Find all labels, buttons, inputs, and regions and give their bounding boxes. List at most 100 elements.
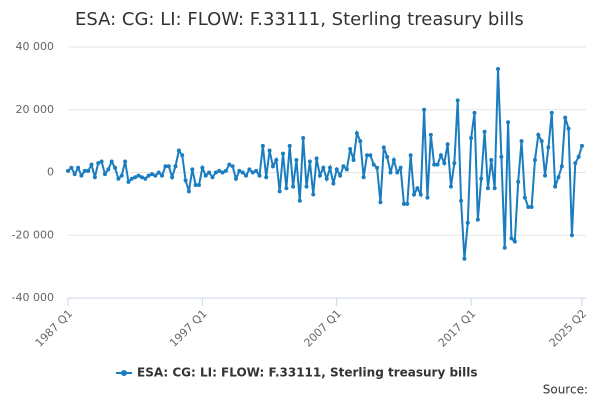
data-point [563,115,568,120]
data-point [452,161,457,166]
data-point [76,165,81,170]
data-point [378,200,383,205]
data-point [509,236,514,241]
data-point [153,173,158,178]
data-point [270,164,275,169]
data-point [176,148,181,153]
x-tick-label: 1987 Q1 [33,307,76,350]
data-point [522,195,527,200]
source: Source: [543,383,588,397]
data-point [230,164,235,169]
data-point [482,129,487,134]
data-point [89,162,94,167]
data-point [223,168,228,173]
data-point [385,154,390,159]
data-point [398,165,403,170]
data-point [354,131,359,136]
data-point [485,186,490,191]
data-point [72,172,77,177]
data-point [257,173,262,178]
data-point [401,201,406,206]
data-point [391,157,396,162]
data-point [301,135,306,140]
data-point [284,186,289,191]
data-point [294,157,299,162]
data-point [435,162,440,167]
data-point [146,173,151,178]
y-tick-label: 40 000 [16,40,55,53]
data-point [425,195,430,200]
data-point [213,170,218,175]
data-point [197,183,202,188]
data-point [250,170,255,175]
data-point [536,132,541,137]
data-point [543,173,548,178]
data-point [173,164,178,169]
data-point [274,157,279,162]
legend-label: ESA: CG: LI: FLOW: F.33111, Sterling tre… [137,366,478,380]
data-point [351,157,356,162]
data-point [217,168,222,173]
data-point [324,176,329,181]
data-point [395,170,400,175]
data-point [166,164,171,169]
data-point [405,201,410,206]
data-point [82,168,87,173]
data-point [371,162,376,167]
data-point [442,161,447,166]
data-point [506,120,511,125]
data-point [233,176,238,181]
data-point [116,176,121,181]
data-point [472,110,477,115]
data-point [149,172,154,177]
data-point [532,157,537,162]
data-point [580,143,584,148]
data-point [553,184,558,189]
data-point [139,175,144,180]
data-point [79,173,84,178]
data-point [220,170,225,175]
data-point [576,154,581,159]
data-point [519,139,524,144]
data-point [129,176,134,181]
data-point [516,179,521,184]
data-point [133,175,138,180]
data-point [344,167,349,172]
x-tick-label: 2007 Q1 [301,307,344,350]
data-point [348,146,353,151]
data-point [119,173,124,178]
data-point [375,165,380,170]
data-point [123,159,128,164]
x-tick-label: 2025 Q2 [547,307,590,350]
data-point [512,239,517,244]
data-point [422,107,427,112]
data-point [297,198,302,203]
data-point [240,170,245,175]
data-point [432,162,437,167]
data-point [113,165,118,170]
data-point [328,165,333,170]
y-tick-label: 0 [47,166,54,179]
data-point [260,143,265,148]
data-point [408,153,413,158]
data-point [203,173,208,178]
data-point [361,175,366,180]
data-point [170,175,175,180]
data-point [163,164,168,169]
data-point [358,139,363,144]
data-point [287,143,292,148]
data-point [281,151,286,156]
data-point [475,217,480,222]
data-point [338,173,343,178]
data-point [334,167,339,172]
data-point [388,170,393,175]
data-point [237,168,242,173]
data-point [496,66,501,71]
y-tick-label: 20 000 [16,103,55,116]
data-point [227,162,232,167]
data-point [193,183,198,188]
data-point [526,205,531,210]
data-point [559,164,564,169]
data-point [304,184,309,189]
